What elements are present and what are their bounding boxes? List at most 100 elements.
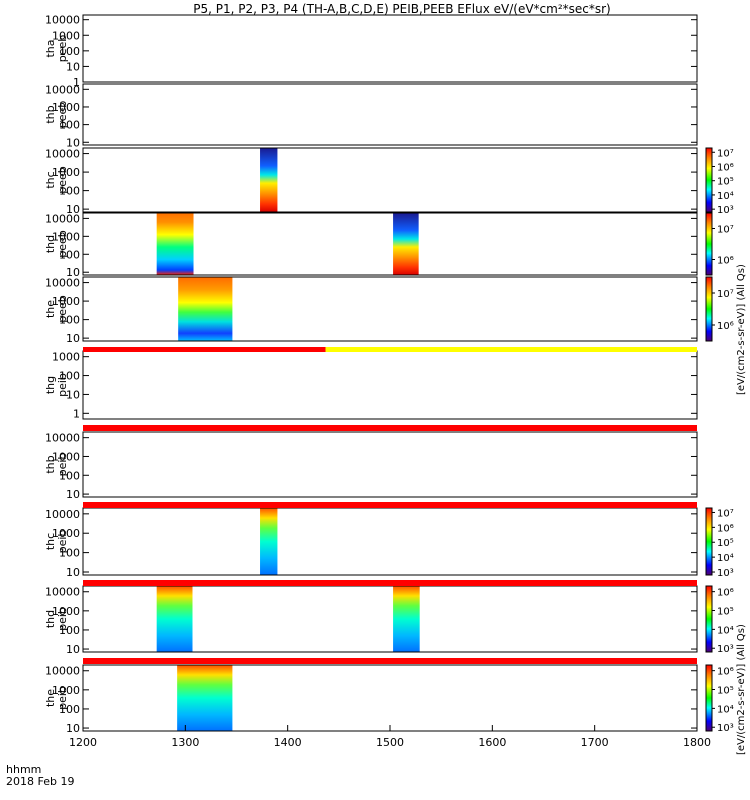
y-tick-label: 1000 [52,450,80,463]
y-tick-label: 1000 [52,684,80,697]
x-axis: 1200 1300 1400 1500 1600 1700 1800 [69,725,711,749]
colorbar-tick-label: 10⁶ [717,162,734,173]
y-tick-label: 1000 [52,29,80,42]
chart-title: P5, P1, P2, P3, P4 (TH-A,B,C,D,E) PEIB,P… [193,2,610,16]
panel-label-line2: peib [56,686,69,710]
colorbar-tick-label: 10⁵ [717,686,734,697]
spectrogram-block-8-1 [260,508,278,575]
flag-bar-segment [83,502,697,508]
y-tick-label: 1000 [52,101,80,114]
y-tick-label: 10 [66,566,80,579]
colorbar-label-bottom: [eV/(cm2-s-sr-eV)] (All Qs) [736,624,747,755]
spectrogram-block-4-1 [156,213,194,275]
y-tick-label: 10 [66,643,80,656]
colorbar-gradient [705,664,713,732]
flag-bars [83,347,697,664]
y-tick-label: 100 [59,248,80,261]
y-tick-label: 10 [66,388,80,401]
colorbar-gradient [705,212,713,276]
y-tick-label: 10000 [45,665,80,678]
colorbar-gradient [705,585,713,653]
panel-label-line2: peib [56,530,69,554]
y-tick-label: 10 [66,60,80,73]
panel-label-line1: thb [44,455,57,473]
panel-label-line1: tha [44,39,57,57]
colorbar-tick-label: 10⁶ [717,321,734,332]
y-tick-label: 1000 [52,166,80,179]
spectrogram-block-4-2 [393,213,419,275]
date-label: 2018 Feb 19 [6,775,74,788]
colorbar-tick-label: 10³ [717,205,734,216]
x-tick-label: 1500 [376,736,404,749]
panel-4: 10000 1000 100 10 thd peeb [44,212,698,279]
flag-bar-segment [83,658,697,664]
y-tick-label: 1 [73,407,80,420]
spectrogram-block-9-1 [156,586,193,652]
spectrogram-block-3-1 [260,148,278,212]
y-tick-label: 1000 [52,295,80,308]
y-tick-label: 10 [66,488,80,501]
y-tick-label: 10000 [45,212,80,225]
panel-10: 10000 1000 100 10 the peib [44,664,698,735]
panel-label-line1: the [44,689,57,707]
y-tick-label: 10000 [45,277,80,290]
colorbar-panel-5: 10⁷ 10⁶ [705,276,734,342]
y-tick-label: 100 [59,370,80,383]
flag-bar-segment [325,347,697,352]
y-tick-label: 100 [59,314,80,327]
colorbar-tick-label: 10⁴ [717,625,734,636]
panel-label-line2: peeb [56,35,69,63]
panel-3: 10000 1000 100 10 thc peeb [44,147,698,216]
panel-label-line2: peib [56,373,69,397]
y-tick-label: 10000 [45,432,80,445]
panel-1: 10000 1000 100 10 1 tha peeb [44,14,698,89]
x-tick-label: 1400 [274,736,302,749]
x-axis-label: hhmm [6,763,41,776]
panel-frame [82,276,698,342]
panel-label-line1: the [44,300,57,318]
panel-frame [82,350,698,420]
y-tick-label: 1000 [52,230,80,243]
panel-label-line1: thd [44,235,57,253]
panel-7: 10000 1000 100 10 thb peib [44,431,698,501]
y-tick-label: 100 [59,45,80,58]
panel-label-line1: thc [44,533,57,550]
y-tick-label: 1000 [52,605,80,618]
colorbar-panel-3: 10⁷ 10⁶ 10⁵ 10⁴ 10³ [705,147,734,216]
y-tick-label: 10000 [45,508,80,521]
y-tick-label: 100 [59,624,80,637]
flag-bar-segment [83,580,697,586]
y-tick-label: 10000 [45,83,80,96]
colorbar-panel-8: 10⁷ 10⁶ 10⁵ 10⁴ 10³ [705,507,734,579]
colorbar-panel-10: 10⁶ 10⁵ 10⁴ 10³ [705,664,734,734]
panel-label-line2: peeb [56,230,69,258]
y-tick-label: 100 [59,469,80,482]
colorbar-tick-label: 10⁴ [717,191,734,202]
x-tick-label: 1200 [69,736,97,749]
y-tick-label: 10 [66,722,80,735]
colorbar-tick-label: 10⁷ [717,148,734,159]
panel-frame [82,147,698,213]
panel-label-line1: thd [44,610,57,628]
flag-bar-segment [83,425,697,431]
colorbar-tick-label: 10³ [717,568,734,579]
colorbar-gradient [705,507,713,576]
colorbar-panel-9: 10⁶ 10⁵ 10⁴ 10³ [705,585,734,655]
panel-label-line2: peeb [56,166,69,194]
colorbar-tick-label: 10⁷ [717,508,734,519]
colorbar-tick-label: 10⁶ [717,523,734,534]
spectrogram-block-9-2 [393,586,420,652]
colorbar-gradient [705,147,713,213]
y-tick-label: 10 [66,332,80,345]
panel-label-line2: peeb [56,101,69,129]
colorbar-tick-label: 10⁵ [717,607,734,618]
panel-9: 10000 1000 100 10 thd peib [44,585,698,656]
flag-bar-segment [83,347,326,352]
x-tick-label: 1700 [581,736,609,749]
y-tick-label: 1000 [52,527,80,540]
colorbar-panel-4: 10⁷ 10⁶ [705,212,734,276]
y-tick-label: 10 [66,266,80,279]
colorbar-tick-label: 10³ [717,644,734,655]
panel-frame [82,212,698,276]
